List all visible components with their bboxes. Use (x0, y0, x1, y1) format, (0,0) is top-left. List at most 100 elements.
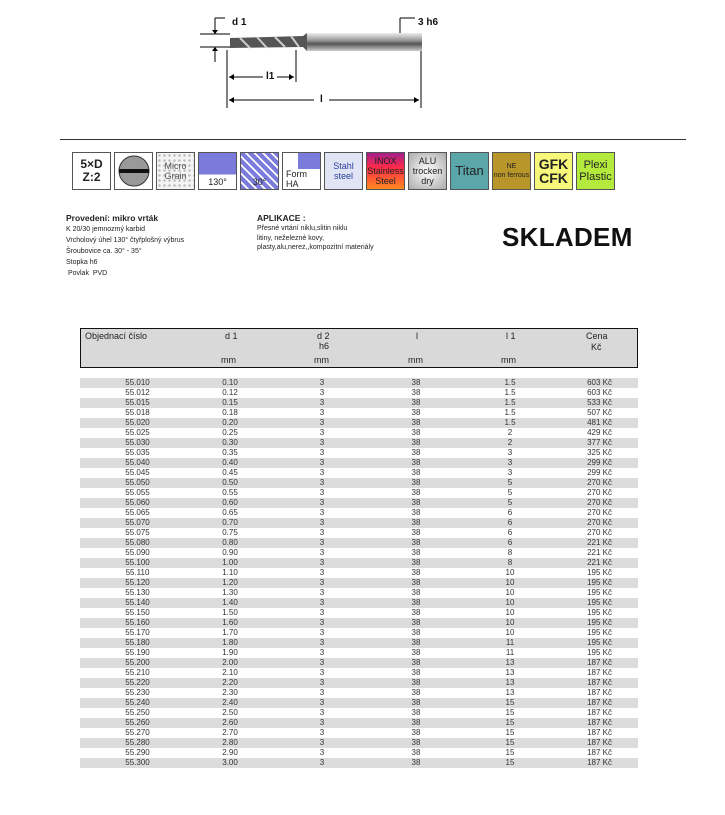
cell-d1: 0.25 (222, 428, 238, 437)
header-price-currency: Kč (591, 342, 602, 352)
unit-l1: mm (501, 355, 516, 365)
cell-price: 603 Kč (587, 388, 612, 397)
cell-l1: 10 (505, 588, 515, 597)
table-row: 55.270 2.70 3 38 15 187 Kč (80, 728, 638, 738)
cell-d2: 3 (319, 748, 325, 757)
cell-l1: 6 (507, 528, 513, 537)
cell-l: 38 (411, 648, 421, 657)
cell-l: 38 (411, 428, 421, 437)
cross-section-icon (114, 152, 153, 190)
table-row: 55.190 1.90 3 38 11 195 Kč (80, 648, 638, 658)
cell-order-number: 55.025 (125, 428, 150, 437)
cell-l1: 3 (507, 448, 513, 457)
cell-l: 38 (411, 418, 421, 427)
application-heading: APLIKACE : (257, 213, 306, 223)
icon-label: dry (421, 176, 434, 186)
cell-l: 38 (411, 658, 421, 667)
cell-order-number: 55.180 (125, 638, 150, 647)
cell-price: 270 Kč (587, 498, 612, 507)
table-row: 55.030 0.30 3 38 2 377 Kč (80, 438, 638, 448)
cell-l: 38 (411, 578, 421, 587)
icon-label: Micro (164, 161, 187, 171)
icon-label: 130° (208, 177, 227, 187)
cell-order-number: 55.290 (125, 748, 150, 757)
cell-d1: 1.00 (222, 558, 238, 567)
point-angle-130-icon: 130° (198, 152, 237, 190)
cell-d2: 3 (319, 648, 325, 657)
table-row: 55.290 2.90 3 38 15 187 Kč (80, 748, 638, 758)
cell-d1: 0.80 (222, 538, 238, 547)
table-row: 55.020 0.20 3 38 1.5 481 Kč (80, 418, 638, 428)
cell-price: 270 Kč (587, 518, 612, 527)
icon-label: steel (333, 171, 353, 181)
cell-price: 195 Kč (587, 618, 612, 627)
cell-l1: 6 (507, 508, 513, 517)
cell-price: 270 Kč (587, 508, 612, 517)
cell-d2: 3 (319, 688, 325, 697)
cell-l1: 10 (505, 628, 515, 637)
header-l1: l 1 (506, 331, 516, 341)
icon-label: 30° (252, 177, 267, 187)
icon-label: Z:2 (82, 170, 101, 184)
table-row: 55.240 2.40 3 38 15 187 Kč (80, 698, 638, 708)
divider (60, 139, 686, 140)
cell-order-number: 55.170 (125, 628, 150, 637)
cell-d1: 0.10 (222, 378, 238, 387)
application-line: litiny, neželezné kovy, (257, 234, 325, 242)
cell-d1: 2.00 (222, 658, 238, 667)
icon-label: ALU (418, 156, 437, 166)
table-row: 55.210 2.10 3 38 13 187 Kč (80, 668, 638, 678)
cell-l1: 10 (505, 598, 515, 607)
cell-price: 221 Kč (587, 538, 612, 547)
cell-l: 38 (411, 488, 421, 497)
cell-l1: 13 (505, 668, 515, 677)
cell-d2: 3 (319, 758, 325, 767)
cell-l: 38 (411, 598, 421, 607)
product-info: Provedení: mikro vrták K 20/30 jemnozmý … (66, 213, 184, 279)
cell-d2: 3 (319, 378, 325, 387)
icon-label: NE (506, 163, 517, 170)
cell-d2: 3 (319, 678, 325, 687)
cell-l: 38 (411, 498, 421, 507)
cell-l: 38 (411, 728, 421, 737)
header-d1: d 1 (225, 331, 238, 341)
micro-grain-icon: Micro Grain (156, 152, 195, 190)
cell-order-number: 55.300 (125, 758, 150, 767)
cell-l1: 15 (505, 758, 515, 767)
cell-order-number: 55.220 (125, 678, 150, 687)
application-info: APLIKACE : Přesné vrtání niklu,slitin ni… (257, 213, 374, 253)
cell-d2: 3 (319, 548, 325, 557)
icon-label: Titan (455, 163, 484, 178)
cell-l1: 11 (505, 638, 515, 647)
cell-price: 187 Kč (587, 668, 612, 677)
cell-order-number: 55.070 (125, 518, 150, 527)
cell-order-number: 55.270 (125, 728, 150, 737)
cell-l: 38 (411, 678, 421, 687)
cell-order-number: 55.055 (125, 488, 150, 497)
cell-d2: 3 (319, 578, 325, 587)
cell-l1: 15 (505, 748, 515, 757)
table-row: 55.280 2.80 3 38 15 187 Kč (80, 738, 638, 748)
table-row: 55.200 2.00 3 38 13 187 Kč (80, 658, 638, 668)
cell-l: 38 (411, 718, 421, 727)
cell-l1: 1.5 (504, 398, 516, 407)
cell-l1: 5 (507, 498, 513, 507)
table-row: 55.010 0.10 3 38 1.5 603 Kč (80, 378, 638, 388)
cell-price: 221 Kč (587, 558, 612, 567)
cell-d2: 3 (319, 438, 325, 447)
cell-d1: 0.45 (222, 468, 238, 477)
cell-order-number: 55.100 (125, 558, 150, 567)
cell-l1: 10 (505, 578, 515, 587)
cell-l: 38 (411, 518, 421, 527)
alu-dry-icon: ALU trocken dry (408, 152, 447, 190)
table-row: 55.140 1.40 3 38 10 195 Kč (80, 598, 638, 608)
cell-d2: 3 (319, 528, 325, 537)
cell-d1: 0.60 (222, 498, 238, 507)
cell-l: 38 (411, 558, 421, 567)
header-l: l (416, 331, 418, 341)
icon-label: CFK (539, 170, 568, 186)
cell-d2: 3 (319, 498, 325, 507)
cell-l1: 1.5 (504, 408, 516, 417)
cell-d2: 3 (319, 448, 325, 457)
cell-price: 195 Kč (587, 568, 612, 577)
